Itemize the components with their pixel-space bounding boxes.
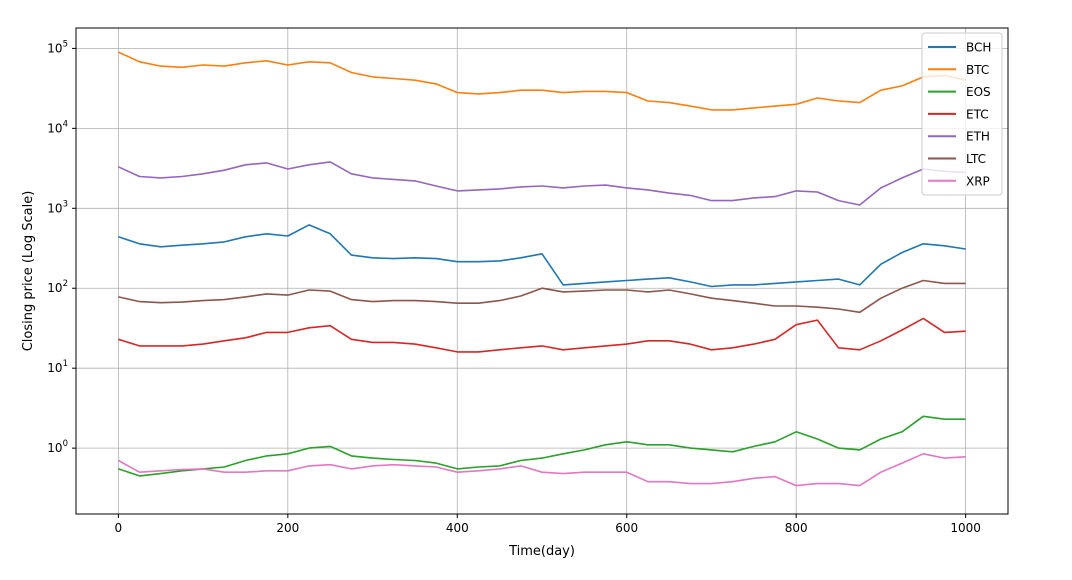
legend-label-eos: EOS [966, 85, 991, 99]
legend-label-xrp: XRP [966, 174, 990, 188]
plot-frame [75, 27, 1009, 515]
y-tick-label: 104 [47, 119, 68, 135]
series-line-bch [118, 224, 966, 288]
x-tick-label: 800 [785, 521, 808, 535]
legend: BCH BTC EOS ETC ETH LTC XRP [921, 32, 1003, 196]
y-tick-exponent: 5 [63, 39, 68, 49]
y-tick-base: 10 [47, 441, 62, 455]
series-lines [118, 51, 966, 487]
x-tick-label: 600 [615, 521, 638, 535]
y-tick-base: 10 [47, 201, 62, 215]
x-axis-ticks: 0 200 400 600 800 1000 [115, 514, 981, 535]
y-tick-label: 100 [47, 439, 68, 455]
series-line-eth [118, 161, 966, 206]
series-line-xrp [118, 452, 966, 487]
x-tick-label: 0 [115, 521, 123, 535]
legend-label-ltc: LTC [966, 152, 986, 166]
series-line-eos [118, 415, 966, 477]
y-tick-exponent: 3 [63, 199, 68, 209]
y-tick-label: 102 [47, 279, 68, 295]
x-tick-label: 200 [276, 521, 299, 535]
y-tick-base: 10 [47, 121, 62, 135]
y-tick-label: 103 [47, 199, 68, 215]
y-tick-exponent: 4 [63, 119, 68, 129]
x-tick-label: 400 [446, 521, 469, 535]
y-tick-exponent: 1 [63, 359, 68, 369]
series-line-btc [118, 51, 966, 111]
y-tick-exponent: 2 [63, 279, 68, 289]
y-tick-label: 101 [47, 359, 68, 375]
x-tick-label: 1000 [950, 521, 981, 535]
y-tick-label: 105 [47, 39, 68, 55]
y-tick-base: 10 [47, 361, 62, 375]
y-tick-base: 10 [47, 41, 62, 55]
y-tick-base: 10 [47, 281, 62, 295]
legend-label-bch: BCH [966, 41, 991, 55]
y-tick-exponent: 0 [63, 439, 68, 449]
x-axis-title: Time(day) [508, 544, 575, 559]
series-line-etc [118, 317, 966, 353]
legend-label-etc: ETC [966, 107, 989, 121]
series-line-ltc [118, 279, 966, 314]
y-axis-title: Closing price (Log Scale) [21, 191, 36, 352]
legend-label-btc: BTC [966, 63, 989, 77]
legend-label-eth: ETH [966, 130, 990, 144]
grid-lines [76, 28, 1008, 514]
legend-box [921, 32, 1003, 196]
